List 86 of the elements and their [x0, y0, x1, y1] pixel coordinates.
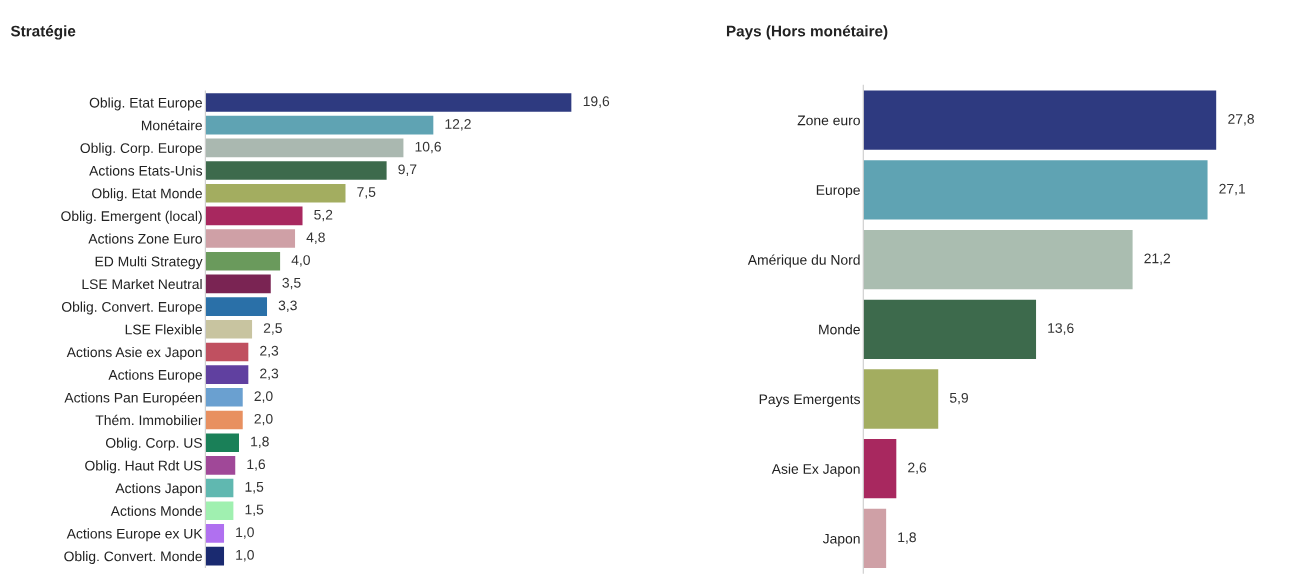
y-tick-label: Oblig. Etat Europe [89, 97, 202, 111]
y-tick-label: Oblig. Convert. Monde [64, 551, 202, 564]
y-tick-label: Actions Europe ex UK [66, 528, 203, 542]
bar [205, 433, 239, 452]
y-tick-label: LSE Market Neutral [82, 278, 202, 290]
data-label: 1,8 [898, 532, 916, 544]
bar [205, 297, 268, 316]
data-label: 5,9 [949, 392, 968, 405]
data-label: 12,2 [445, 119, 471, 131]
y-tick-label: Japon [822, 533, 860, 547]
data-label: 1,5 [245, 482, 264, 494]
data-label: 5,2 [314, 209, 333, 222]
y-tick-label: Oblig. Corp. US [105, 437, 202, 451]
data-label: 13,6 [1048, 323, 1074, 335]
data-label: 21,2 [1144, 253, 1171, 265]
data-label: 19,6 [583, 96, 610, 108]
data-label: 1,8 [251, 436, 269, 449]
data-label: 9,7 [398, 164, 417, 176]
y-tick-label: Actions Japon [115, 483, 202, 496]
data-label: 27,1 [1219, 183, 1246, 196]
data-label: 1,0 [236, 549, 254, 562]
bar [205, 410, 243, 430]
y-tick-label: Monde [819, 324, 860, 335]
bar [205, 251, 281, 271]
data-label: 1,6 [247, 459, 266, 471]
data-label: 2,3 [260, 345, 279, 358]
bar [205, 388, 243, 407]
bar [205, 115, 434, 135]
data-label: 2,3 [260, 368, 279, 381]
bar [863, 90, 1217, 150]
bar [205, 161, 387, 180]
y-tick-label: Actions Pan Européen [64, 392, 202, 406]
y-tick-label: Actions Monde [110, 505, 202, 516]
y-tick-label: Pays Emergents [759, 394, 861, 407]
data-label: 1,0 [236, 527, 254, 539]
bar [205, 274, 271, 294]
y-tick-label: Actions Europe [108, 369, 202, 383]
chart-title: Pays (Hors monétaire) [726, 25, 888, 40]
y-tick-label: Oblig. Haut Rdt US [85, 460, 202, 474]
y-tick-label: Thém. Immobilier [95, 414, 203, 426]
y-tick-label: Actions Asie ex Japon [66, 346, 202, 360]
data-label: 3,3 [278, 300, 297, 312]
bar [205, 206, 303, 226]
bar [863, 299, 1037, 359]
bar [205, 501, 234, 521]
y-tick-label: Asie Ex Japon [771, 463, 860, 477]
bar [205, 456, 236, 475]
y-tick-label: Oblig. Corp. Europe [80, 142, 202, 156]
bar [863, 369, 939, 429]
bar [863, 508, 887, 569]
y-tick-label: Amérique du Nord [747, 254, 860, 268]
y-tick-label: Oblig. Emergent (local) [61, 210, 202, 224]
y-tick-label: Oblig. Etat Monde [92, 188, 202, 202]
data-label: 3,5 [282, 277, 301, 290]
y-tick-label: Zone euro [797, 115, 860, 126]
y-tick-label: LSE Flexible [125, 324, 202, 335]
data-label: 2,5 [263, 323, 282, 335]
bar [205, 229, 296, 248]
bar [205, 365, 249, 384]
bar [863, 439, 897, 499]
y-tick-label: Europe [816, 185, 860, 198]
bar [205, 183, 346, 203]
data-label: 2,0 [254, 391, 273, 403]
bar [205, 93, 572, 112]
bar [205, 524, 225, 543]
text: Stratégie [10, 25, 76, 40]
y-tick-label: Actions Zone Euro [88, 233, 202, 244]
data-label: 4,0 [291, 255, 310, 267]
data-label: 10,6 [415, 141, 441, 154]
bar [863, 229, 1133, 290]
data-label: 2,0 [254, 413, 273, 426]
data-label: 27,8 [1228, 114, 1254, 126]
bar [205, 319, 253, 339]
bar [205, 546, 225, 566]
data-label: 4,8 [306, 232, 325, 244]
bar [205, 478, 234, 498]
y-tick-label: Oblig. Convert. Europe [61, 301, 202, 315]
bar [205, 138, 404, 158]
y-tick-label: Actions Etats-Unis [89, 165, 203, 176]
data-label: 7,5 [357, 187, 376, 199]
data-label: 1,5 [245, 504, 264, 517]
y-tick-label: ED Multi Strategy [95, 256, 203, 270]
data-label: 2,6 [908, 462, 927, 475]
y-tick-label: Monétaire [141, 119, 202, 131]
bar [205, 342, 249, 362]
bar [863, 160, 1208, 220]
